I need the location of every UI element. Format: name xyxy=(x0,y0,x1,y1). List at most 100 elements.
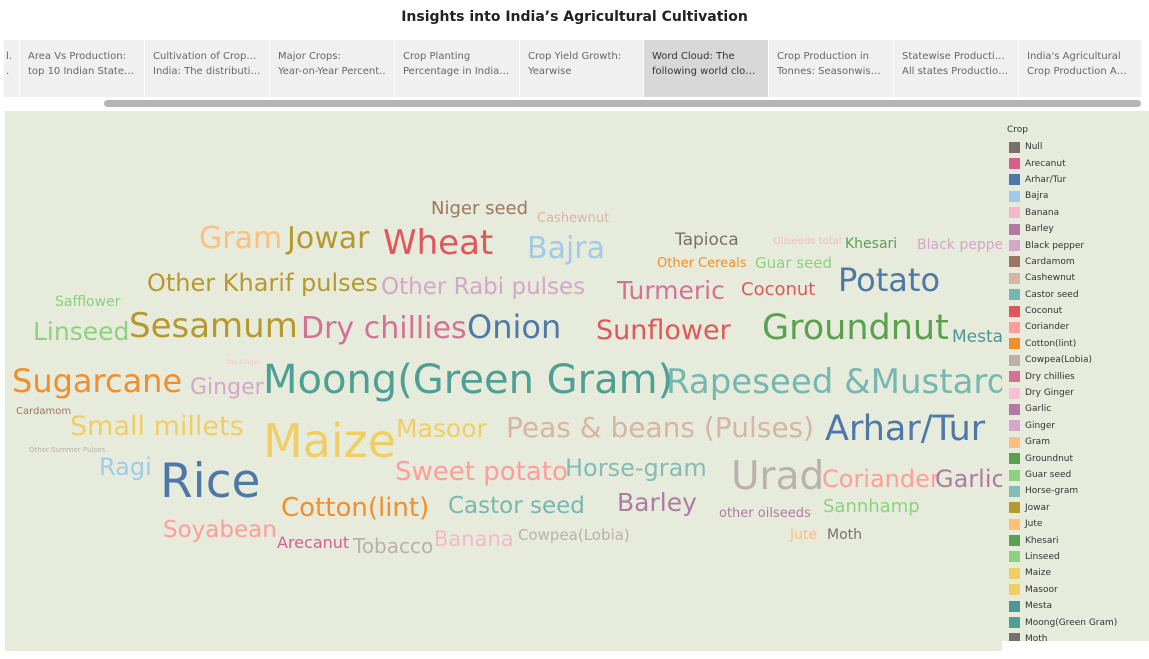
legend-item[interactable]: Cardamom xyxy=(1009,254,1147,270)
legend-item[interactable]: Arhar/Tur xyxy=(1009,172,1147,188)
story-tab[interactable]: Major Crops: Year-on-Year Percent.. xyxy=(270,40,395,97)
word-cloud-word[interactable]: Ginger xyxy=(190,375,264,400)
story-tab-active[interactable]: Word Cloud: The following world cloud.. xyxy=(644,40,769,97)
word-cloud-word[interactable]: Cowpea(Lobia) xyxy=(518,526,630,544)
word-cloud-word[interactable]: Linseed xyxy=(33,317,130,346)
legend-item[interactable]: Coriander xyxy=(1009,319,1147,335)
legend-item[interactable]: Moong(Green Gram) xyxy=(1009,614,1147,630)
word-cloud-word[interactable]: Other Cereals xyxy=(657,256,747,271)
legend-item[interactable]: Khesari xyxy=(1009,532,1147,548)
word-cloud-word[interactable]: Jowar xyxy=(287,221,370,256)
legend-item[interactable]: Banana xyxy=(1009,205,1147,221)
legend-item[interactable]: Ginger xyxy=(1009,418,1147,434)
word-cloud-word[interactable]: Arecanut xyxy=(277,533,350,552)
word-cloud-word[interactable]: Rapeseed &Mustard xyxy=(666,362,1002,402)
word-cloud-word[interactable]: Urad xyxy=(731,454,825,499)
word-cloud-word[interactable]: Turmeric xyxy=(617,276,725,305)
story-tab[interactable]: Cultivation of Crops in India: The distri… xyxy=(145,40,270,97)
word-cloud-word[interactable]: other oilseeds xyxy=(719,506,811,521)
word-cloud-word[interactable]: Black pepper xyxy=(917,237,1002,253)
word-cloud-word[interactable]: Other Kharif pulses xyxy=(147,269,378,297)
legend-item[interactable]: Black pepper xyxy=(1009,237,1147,253)
legend-label: Black pepper xyxy=(1025,240,1085,251)
legend-item[interactable]: Barley xyxy=(1009,221,1147,237)
legend-item[interactable]: Null xyxy=(1009,139,1147,155)
tab-scrollbar[interactable] xyxy=(104,100,1141,107)
word-cloud-word[interactable]: Dry chillies xyxy=(301,311,467,346)
word-cloud-word[interactable]: Mesta xyxy=(952,327,1002,347)
word-cloud-word[interactable]: Garlic xyxy=(935,465,1002,493)
legend-item[interactable]: Mesta xyxy=(1009,598,1147,614)
word-cloud-word[interactable]: Other Rabi pulses xyxy=(381,274,586,300)
word-cloud-word[interactable]: Cashewnut xyxy=(537,211,610,226)
word-cloud-word[interactable]: Tapioca xyxy=(675,230,739,250)
legend-item[interactable]: Cotton(lint) xyxy=(1009,336,1147,352)
word-cloud-word[interactable]: Ragi xyxy=(99,453,152,481)
word-cloud-word[interactable]: Soyabean xyxy=(163,517,277,543)
legend-item[interactable]: Horse-gram xyxy=(1009,483,1147,499)
word-cloud-word[interactable]: Arhar/Tur xyxy=(825,409,986,449)
word-cloud-word[interactable]: Banana xyxy=(434,527,514,551)
legend-item[interactable]: Cashewnut xyxy=(1009,270,1147,286)
word-cloud-word[interactable]: Masoor xyxy=(396,414,487,443)
legend-item[interactable]: Castor seed xyxy=(1009,287,1147,303)
word-cloud-word[interactable]: Cotton(lint) xyxy=(281,493,430,523)
word-cloud-word[interactable]: Jute xyxy=(790,527,818,543)
word-cloud-word[interactable]: Sesamum xyxy=(129,306,298,346)
word-cloud-word[interactable]: Potato xyxy=(838,261,941,299)
word-cloud-word[interactable]: Maize xyxy=(263,414,397,468)
legend-item[interactable]: Linseed xyxy=(1009,549,1147,565)
word-cloud-word[interactable]: Sunflower xyxy=(596,315,731,346)
story-tab[interactable]: India's Agricultural Crop Production Anal… xyxy=(1019,40,1142,97)
word-cloud-word[interactable]: Guar seed xyxy=(755,254,833,272)
word-cloud-word[interactable]: Horse-gram xyxy=(565,454,707,482)
legend-item[interactable]: Arecanut xyxy=(1009,155,1147,171)
word-cloud-word[interactable]: Khesari xyxy=(845,236,898,252)
word-cloud-word[interactable]: Moth xyxy=(827,527,863,543)
word-cloud-word[interactable]: Sugarcane xyxy=(12,362,183,400)
word-cloud-word[interactable]: Wheat xyxy=(383,223,494,263)
word-cloud-word[interactable]: Onion xyxy=(467,308,562,346)
word-cloud-word[interactable]: Sannhamp xyxy=(823,496,920,517)
legend-item[interactable]: Bajra xyxy=(1009,188,1147,204)
legend-item[interactable]: Maize xyxy=(1009,565,1147,581)
legend-item[interactable]: Cowpea(Lobia) xyxy=(1009,352,1147,368)
story-tab[interactable]: Crop Planting Percentage in India b.. xyxy=(395,40,520,97)
legend-label: Guar seed xyxy=(1025,470,1072,480)
story-tab[interactable]: Area Vs Production: top 10 Indian States … xyxy=(20,40,145,97)
word-cloud-word[interactable]: Gram xyxy=(199,221,283,256)
word-cloud-word[interactable]: Moong(Green Gram) xyxy=(263,357,674,403)
legend-item[interactable]: Coconut xyxy=(1009,303,1147,319)
legend-item[interactable]: Garlic xyxy=(1009,401,1147,417)
word-cloud-word[interactable]: Barley xyxy=(617,488,697,517)
story-tab[interactable]: l.. xyxy=(4,40,20,97)
story-tab[interactable]: Statewise Production: All states Producti… xyxy=(894,40,1019,97)
word-cloud-word[interactable]: Other Summer Pulses xyxy=(29,446,106,454)
legend-item[interactable]: Gram xyxy=(1009,434,1147,450)
legend-item[interactable]: Dry Ginger xyxy=(1009,385,1147,401)
word-cloud-word[interactable]: Coconut xyxy=(741,279,816,300)
legend-item[interactable]: Groundnut xyxy=(1009,450,1147,466)
word-cloud-word[interactable]: Tobacco xyxy=(353,534,434,558)
word-cloud-word[interactable]: Niger seed xyxy=(431,198,529,219)
word-cloud-word[interactable]: Dry Ginger xyxy=(227,359,260,366)
word-cloud-word[interactable]: Cardamom xyxy=(16,406,72,417)
word-cloud-word[interactable]: Small millets xyxy=(70,411,244,442)
word-cloud-word[interactable]: Bajra xyxy=(527,231,606,266)
legend-item[interactable]: Dry chillies xyxy=(1009,368,1147,384)
legend-item[interactable]: Jowar xyxy=(1009,500,1147,516)
legend-item[interactable]: Guar seed xyxy=(1009,467,1147,483)
word-cloud-word[interactable]: Castor seed xyxy=(448,493,585,519)
story-tab[interactable]: Crop Yield Growth: Yearwise xyxy=(520,40,644,97)
word-cloud-word[interactable]: Rice xyxy=(160,454,261,509)
legend-item[interactable]: Jute xyxy=(1009,516,1147,532)
legend-item[interactable]: Masoor xyxy=(1009,582,1147,598)
legend-item[interactable]: Moth xyxy=(1009,631,1147,641)
word-cloud-word[interactable]: Coriander xyxy=(822,465,940,493)
word-cloud-word[interactable]: Safflower xyxy=(55,294,121,310)
story-tab[interactable]: Crop Production in Tonnes: Seasonwise .. xyxy=(769,40,894,97)
word-cloud-word[interactable]: Groundnut xyxy=(762,308,949,348)
word-cloud-word[interactable]: Peas & beans (Pulses) xyxy=(506,411,815,444)
word-cloud-word[interactable]: Oilseeds total xyxy=(773,236,842,247)
word-cloud-word[interactable]: Sweet potato xyxy=(395,457,568,487)
